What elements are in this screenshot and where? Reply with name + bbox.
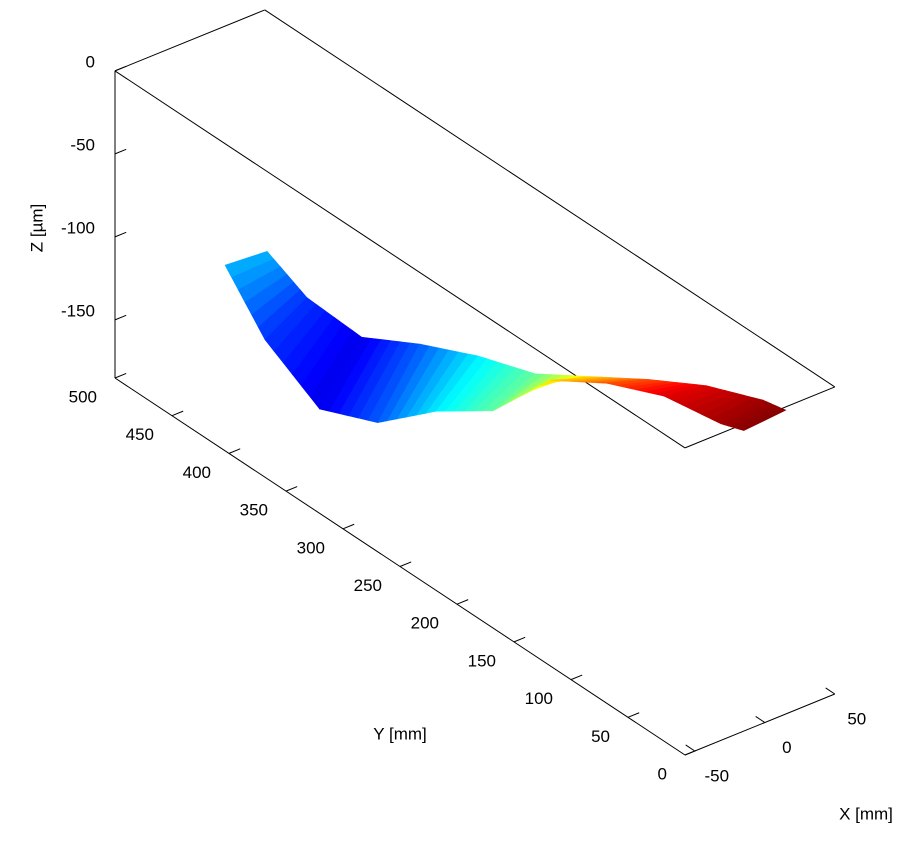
z-tick <box>114 314 127 321</box>
x-tick <box>755 716 766 723</box>
y-tick <box>513 636 526 643</box>
y-tick-label: 150 <box>468 651 496 670</box>
x-tick <box>825 687 836 695</box>
x-tick-label: -50 <box>705 766 730 785</box>
y-tick-label: 0 <box>658 764 667 783</box>
surface-patch <box>264 297 363 410</box>
z-tick-label: -150 <box>61 301 95 320</box>
surface-patch <box>720 399 787 431</box>
y-tick <box>342 523 355 530</box>
x-tick-label: 0 <box>782 738 791 757</box>
y-tick <box>228 448 241 454</box>
x-tick <box>685 744 696 752</box>
surface-patch <box>435 355 536 412</box>
y-tick-label: 450 <box>126 425 154 444</box>
z-tick-label: -100 <box>61 218 95 237</box>
surface-patch <box>492 373 593 412</box>
y-tick <box>627 712 640 718</box>
y-tick-label: 100 <box>525 689 553 708</box>
box-edge <box>114 70 686 449</box>
z-tick-label: 0 <box>86 52 95 71</box>
y-axis-label: Y [mm] <box>373 724 427 743</box>
x-tick-label: 50 <box>847 709 866 728</box>
y-tick <box>171 410 184 417</box>
y-tick-label: 350 <box>240 501 268 520</box>
surface-patch <box>606 379 707 397</box>
y-tick-label: 300 <box>297 538 325 557</box>
y-tick <box>285 486 298 492</box>
surface-face <box>739 408 787 431</box>
x-axis-label: X [mm] <box>839 804 893 823</box>
surface-patch <box>224 251 308 341</box>
y-tick-label: 50 <box>591 727 610 746</box>
z-tick-label: -50 <box>70 135 95 154</box>
y-tick-label: 400 <box>183 463 211 482</box>
box-edge <box>264 9 836 388</box>
z-tick <box>114 65 127 72</box>
y-tick-label: 250 <box>354 576 382 595</box>
z-axis-label: Z [µm] <box>27 204 46 253</box>
y-tick-label: 200 <box>411 614 439 633</box>
z-tick <box>114 148 127 155</box>
z-tick <box>114 231 127 238</box>
y-tick <box>399 561 412 567</box>
y-tick-label: 500 <box>69 387 97 406</box>
x-axis <box>684 693 835 756</box>
y-tick <box>114 372 127 379</box>
surface-patch <box>377 343 479 424</box>
box-edge <box>114 9 265 72</box>
y-tick <box>570 674 583 681</box>
y-tick <box>456 599 469 605</box>
surface-patch <box>663 385 764 425</box>
surface-patch <box>319 336 421 423</box>
